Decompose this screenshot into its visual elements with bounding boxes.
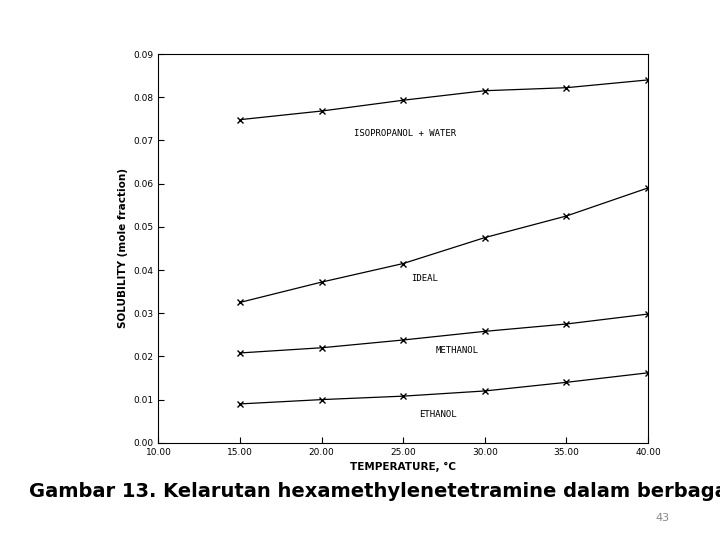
Text: 43: 43	[655, 514, 670, 523]
Text: Gambar 13. Kelarutan hexamethylenetetramine dalam berbagai solven: Gambar 13. Kelarutan hexamethylenetetram…	[29, 482, 720, 501]
Y-axis label: SOLUBILITY (mole fraction): SOLUBILITY (mole fraction)	[118, 168, 128, 328]
Text: ISOPROPANOL + WATER: ISOPROPANOL + WATER	[354, 129, 456, 138]
Text: ETHANOL: ETHANOL	[420, 410, 457, 419]
Text: IDEAL: IDEAL	[411, 274, 438, 283]
Text: METHANOL: METHANOL	[436, 346, 479, 355]
X-axis label: TEMPERATURE, °C: TEMPERATURE, °C	[350, 462, 456, 472]
